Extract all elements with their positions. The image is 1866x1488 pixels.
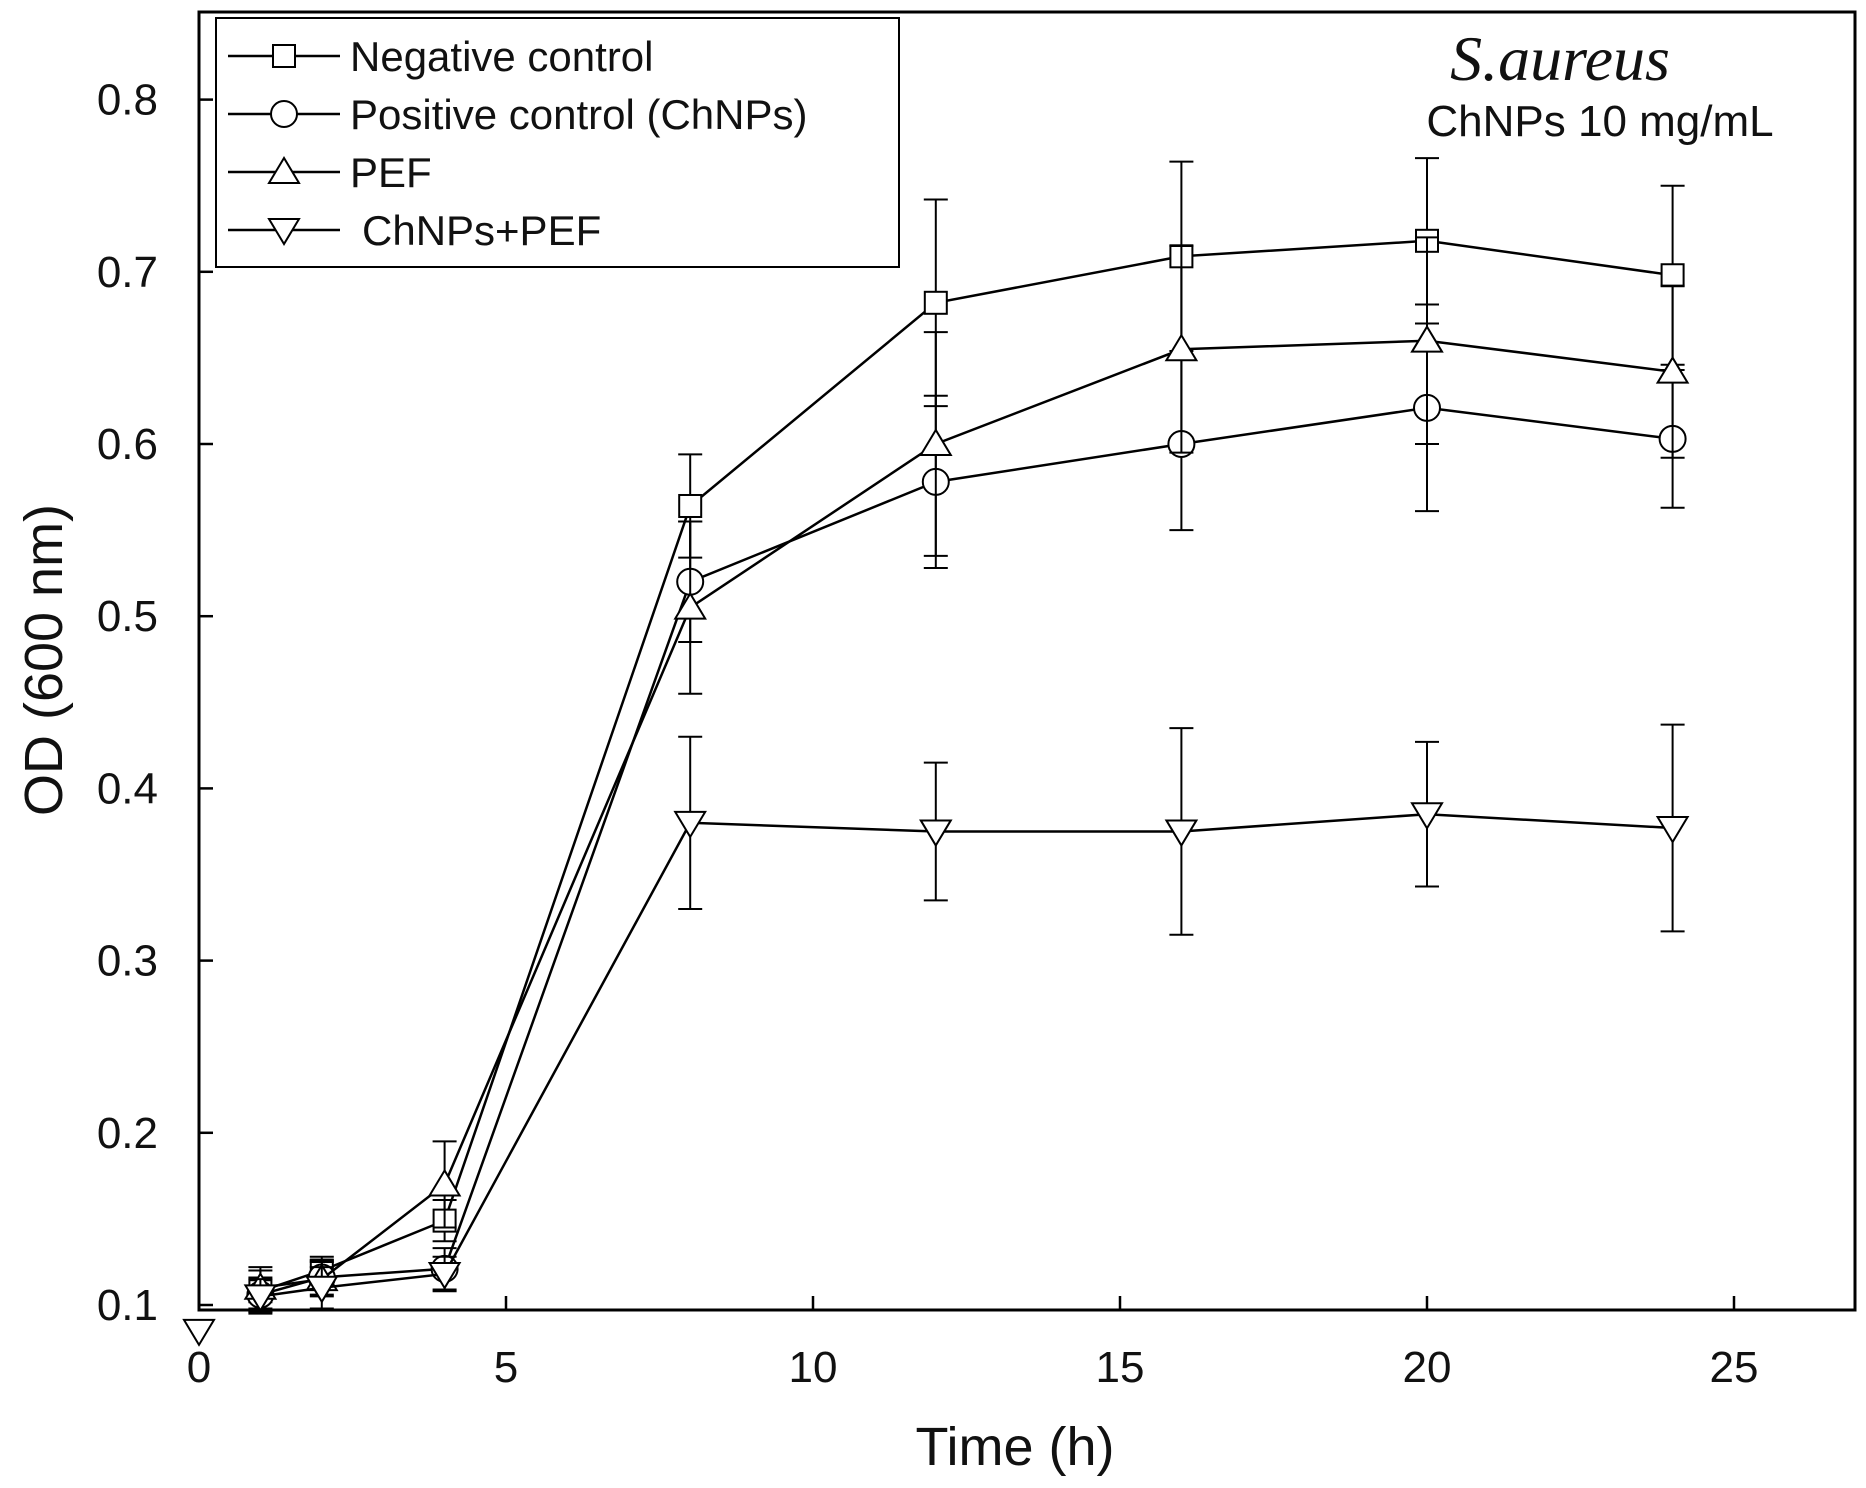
data-point-marker — [678, 493, 703, 518]
series-circle — [246, 303, 1687, 1313]
y-tick-label: 0.2 — [97, 1109, 158, 1158]
data-point-marker — [919, 428, 953, 456]
y-tick-label: 0.4 — [97, 764, 158, 813]
legend-box — [215, 17, 900, 268]
y-tick-label: 0.6 — [97, 420, 158, 469]
plot-frame — [197, 10, 1857, 1312]
legend-label: PEF — [350, 149, 432, 196]
data-point-marker — [919, 819, 953, 848]
data-point-marker — [1410, 324, 1444, 353]
legend: Negative control Positive control (ChNPs)… — [215, 17, 900, 268]
legend-marker — [272, 44, 296, 68]
y-tick-label: 0.7 — [97, 248, 158, 297]
x-tick-label: 15 — [1096, 1343, 1145, 1392]
x-tick-label: 25 — [1710, 1343, 1759, 1392]
legend-entry: Negative control — [228, 33, 654, 80]
legend-label: ChNPs+PEF — [362, 207, 601, 254]
data-point-marker — [182, 1318, 216, 1347]
y-tick-label: 0.3 — [97, 937, 158, 986]
y-tick-label: 0.8 — [97, 76, 158, 125]
legend-label: Positive control (ChNPs) — [350, 91, 807, 138]
chart-title: S.aureus — [1450, 23, 1670, 94]
series-line — [260, 406, 1673, 1296]
legend-marker — [270, 100, 298, 128]
data-point-marker — [305, 1275, 339, 1304]
data-point-marker — [673, 810, 707, 839]
y-axis-label: OD (600 nm) — [14, 504, 74, 816]
data-point-marker — [1164, 819, 1199, 848]
legend-label: Negative control — [350, 33, 654, 80]
data-point-marker — [1655, 355, 1690, 384]
data-point-marker — [1164, 333, 1199, 362]
legend-marker — [267, 218, 301, 246]
data-point-marker — [923, 290, 948, 315]
chart-subtitle: ChNPs 10 mg/mL — [1426, 97, 1773, 146]
series-line — [260, 339, 1673, 1290]
series-triangle-down — [182, 723, 1690, 1347]
series-triangle-up — [243, 236, 1690, 1310]
x-axis-ticks: 0 5 10 15 20 25 — [187, 1296, 1759, 1392]
data-point-marker — [673, 591, 707, 620]
x-tick-label: 5 — [494, 1343, 518, 1392]
legend-entry: Positive control (ChNPs) — [228, 91, 807, 138]
x-axis-label: Time (h) — [916, 1417, 1115, 1477]
data-point-marker — [1410, 802, 1444, 831]
data-point-marker — [243, 1284, 278, 1313]
x-tick-label: 20 — [1403, 1343, 1452, 1392]
x-tick-label: 0 — [187, 1343, 211, 1392]
data-point-marker — [1660, 263, 1685, 288]
series-line — [260, 812, 1673, 1298]
legend-entry: ChNPs+PEF — [228, 207, 601, 254]
series-layer — [182, 157, 1690, 1347]
y-tick-label: 0.5 — [97, 592, 158, 641]
x-tick-label: 10 — [789, 1343, 838, 1392]
y-tick-label: 0.1 — [97, 1281, 158, 1330]
legend-entry: PEF — [228, 149, 432, 196]
series-line — [260, 239, 1673, 1293]
data-point-marker — [427, 1168, 462, 1197]
y-axis-ticks: 0.1 0.2 0.3 0.4 0.5 0.6 0.7 0.8 — [97, 76, 213, 1330]
data-point-marker — [1655, 816, 1690, 844]
legend-marker — [267, 156, 301, 184]
data-point-marker — [427, 1262, 462, 1290]
